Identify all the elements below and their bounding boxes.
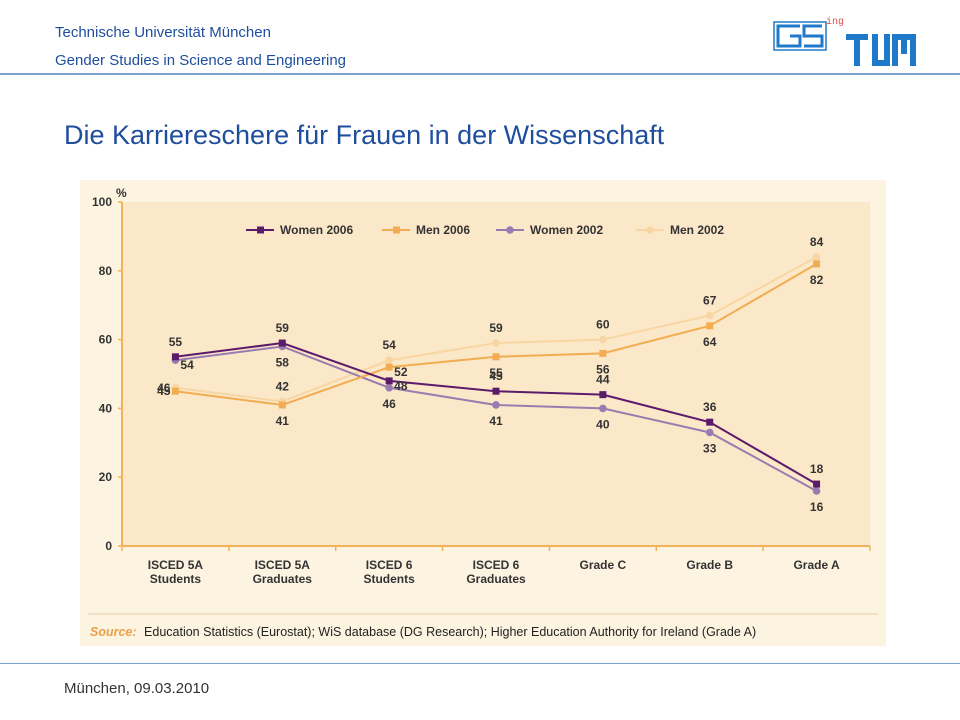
chart-series: 46 42 54 59 60 67 84 54 58 46 41 40 33 16 45 41 52 55 56 64… bbox=[157, 235, 823, 514]
data-label: 41 bbox=[489, 414, 503, 428]
chart-legend: Women 2006 Men 2006 Women 2002 Men 2002 bbox=[246, 223, 724, 237]
header-divider bbox=[0, 73, 960, 75]
x-tick-label: Grade B bbox=[686, 558, 733, 572]
data-label: 16 bbox=[810, 500, 824, 514]
data-point bbox=[599, 349, 607, 357]
data-label: 54 bbox=[180, 358, 194, 372]
data-point bbox=[706, 322, 714, 330]
legend-marker bbox=[646, 226, 654, 234]
legend-label: Women 2006 bbox=[280, 223, 353, 237]
y-tick-label: 0 bbox=[105, 539, 112, 553]
data-point bbox=[385, 377, 393, 385]
legend-label: Men 2006 bbox=[416, 223, 470, 237]
data-label: 55 bbox=[489, 366, 503, 380]
y-tick-label: 20 bbox=[99, 470, 113, 484]
data-point bbox=[705, 311, 714, 320]
y-tick-label: 100 bbox=[92, 195, 112, 209]
x-tick-label: Grade A bbox=[793, 558, 840, 572]
data-label: 46 bbox=[157, 381, 171, 395]
data-point bbox=[492, 353, 500, 361]
institution-name: Technische Universität München bbox=[55, 24, 271, 41]
data-point bbox=[813, 260, 821, 268]
data-label: 56 bbox=[596, 362, 610, 376]
x-tick-label: Grade C bbox=[580, 558, 627, 572]
x-tick-label: Graduates bbox=[466, 572, 526, 586]
source-label: Source: bbox=[90, 625, 137, 639]
logo-superscript: ing bbox=[826, 16, 844, 28]
x-tick-label: ISCED 6 bbox=[473, 558, 520, 572]
data-point bbox=[492, 339, 500, 347]
legend-marker bbox=[393, 226, 400, 234]
gs-logo bbox=[773, 21, 827, 51]
data-label: 42 bbox=[276, 380, 290, 394]
data-point bbox=[278, 339, 286, 347]
y-unit-label: % bbox=[116, 186, 127, 200]
data-point bbox=[812, 487, 821, 495]
data-label: 36 bbox=[703, 400, 717, 414]
data-label: 44 bbox=[596, 373, 610, 387]
footer-date: München, 09.03.2010 bbox=[64, 680, 210, 697]
data-label: 33 bbox=[703, 441, 717, 455]
footer-divider bbox=[0, 663, 960, 664]
data-label: 55 bbox=[169, 335, 183, 349]
university-logos: ing bbox=[773, 16, 916, 66]
data-point bbox=[599, 391, 607, 399]
data-point bbox=[171, 387, 179, 395]
data-point bbox=[492, 387, 500, 395]
data-point bbox=[599, 335, 607, 344]
data-label: 46 bbox=[382, 397, 396, 411]
data-label: 59 bbox=[489, 321, 503, 335]
data-point bbox=[599, 404, 607, 413]
slide-title: Die Karriereschere für Frauen in der Wis… bbox=[64, 120, 665, 150]
data-label: 84 bbox=[810, 235, 824, 249]
data-point bbox=[385, 383, 393, 392]
data-point bbox=[385, 356, 393, 365]
y-tick-label: 40 bbox=[99, 401, 113, 415]
data-label: 67 bbox=[703, 294, 717, 308]
data-label: 41 bbox=[276, 414, 290, 428]
data-point bbox=[385, 363, 393, 371]
department-name: Gender Studies in Science and Engineerin… bbox=[55, 52, 347, 69]
legend-label: Men 2002 bbox=[670, 223, 724, 237]
y-tick-label: 60 bbox=[99, 333, 113, 347]
data-label: 58 bbox=[276, 355, 290, 369]
x-tick-label: ISCED 6 bbox=[366, 558, 413, 572]
data-label: 52 bbox=[394, 365, 408, 379]
data-label: 40 bbox=[596, 417, 610, 431]
data-point bbox=[278, 401, 286, 409]
data-label: 82 bbox=[810, 273, 824, 287]
x-tick-label: ISCED 5A bbox=[255, 558, 311, 572]
chart-axes: 0 20 40 60 80 100 bbox=[92, 195, 871, 553]
legend-label: Women 2002 bbox=[530, 223, 603, 237]
data-label: 64 bbox=[703, 335, 717, 349]
x-tick-label: Students bbox=[363, 572, 415, 586]
chart-source: Source: Education Statistics (Eurostat);… bbox=[90, 625, 756, 639]
legend-marker bbox=[257, 226, 264, 234]
data-label: 60 bbox=[596, 318, 610, 332]
data-label: 59 bbox=[276, 321, 290, 335]
data-point bbox=[706, 418, 714, 426]
tum-logo bbox=[846, 34, 916, 66]
data-label: 45 bbox=[489, 369, 503, 383]
x-tick-label: Students bbox=[150, 572, 202, 586]
data-point bbox=[705, 428, 714, 437]
data-label: 18 bbox=[810, 462, 824, 476]
data-point bbox=[812, 253, 821, 261]
legend-marker bbox=[506, 226, 514, 234]
x-tick-label: ISCED 5A bbox=[148, 558, 204, 572]
source-text: Education Statistics (Eurostat); WiS dat… bbox=[144, 625, 756, 639]
data-label: 54 bbox=[382, 338, 396, 352]
y-tick-label: 80 bbox=[99, 264, 113, 278]
x-tick-label: Graduates bbox=[253, 572, 313, 586]
plot-area bbox=[122, 202, 870, 546]
data-point bbox=[813, 480, 821, 488]
data-point bbox=[492, 401, 500, 409]
data-label: 48 bbox=[394, 379, 408, 393]
data-point bbox=[171, 353, 179, 361]
data-label: 45 bbox=[157, 384, 171, 398]
